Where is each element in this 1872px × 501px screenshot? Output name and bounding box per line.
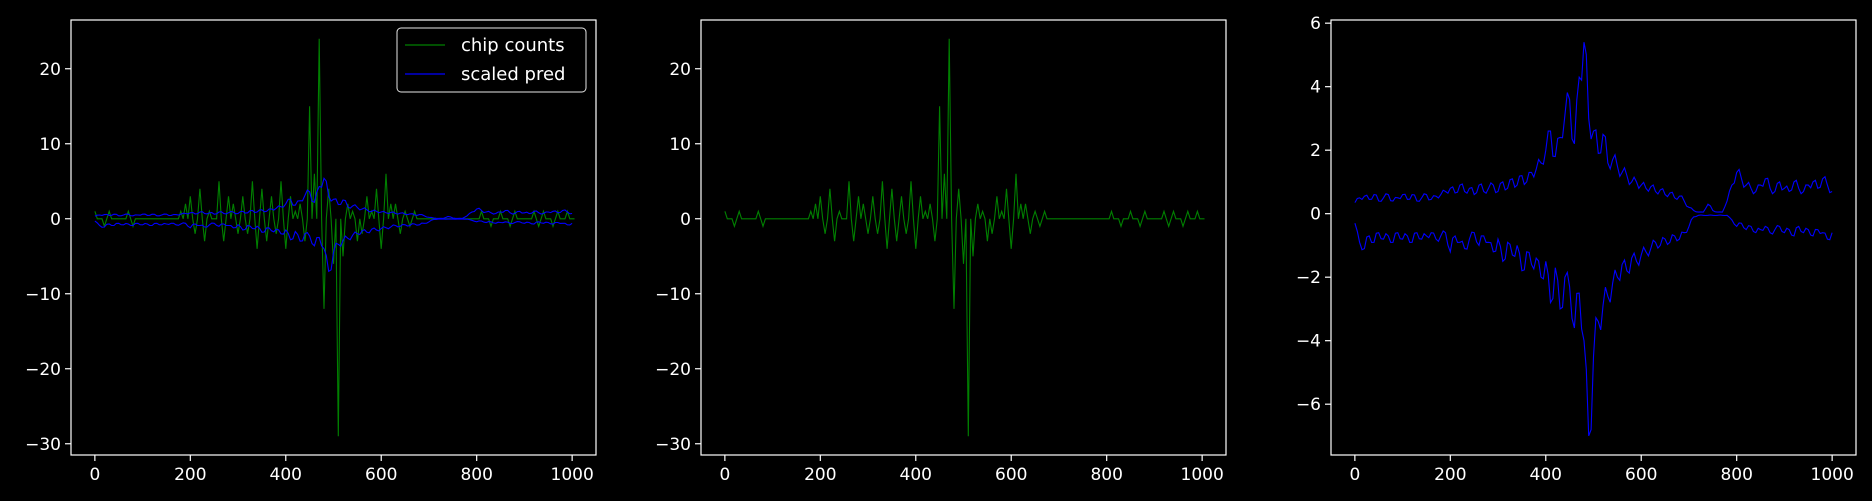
x-tick-label: 0 [1349,465,1360,485]
y-tick-label: −2 [1296,268,1321,288]
x-tick-label: 400 [900,465,932,485]
series-line-scaled-pred-lower [94,218,573,273]
legend-label-chip-counts: chip counts [461,35,565,56]
x-tick-label: 600 [1625,465,1657,485]
legend: chip counts scaled pred [396,27,587,93]
x-axis-ticks: 0 200 400 600 800 1000 [719,455,1224,485]
y-tick-label: 6 [1310,14,1321,34]
x-tick-label: 600 [995,465,1027,485]
y-tick-label: 0 [680,210,691,230]
chart-panel-3: 0 200 400 600 800 1000 −6 −4 −2 0 2 4 6 [1296,14,1857,485]
y-tick-label: 0 [1310,205,1321,225]
series-line-series-1-lower [1354,214,1833,437]
legend-label-scaled-pred: scaled pred [461,64,565,85]
plot-frame [700,19,1227,456]
y-tick-label: −4 [1296,332,1321,352]
x-tick-label: 1000 [551,465,594,485]
y-axis-ticks: −30 −20 −10 0 10 20 [655,60,701,455]
x-tick-label: 400 [1530,465,1562,485]
plot-frame [1330,19,1857,456]
series-line-series-1-upper [1354,42,1833,213]
series-line-chip-counts [94,38,575,437]
x-tick-label: 600 [365,465,397,485]
x-tick-label: 0 [719,465,730,485]
y-tick-label: 0 [50,210,61,230]
x-tick-label: 200 [1434,465,1466,485]
y-tick-label: −6 [1296,395,1321,415]
y-tick-label: −30 [25,435,61,455]
x-tick-label: 800 [1720,465,1752,485]
x-axis-ticks: 0 200 400 600 800 1000 [89,455,594,485]
x-axis-ticks: 0 200 400 600 800 1000 [1349,455,1854,485]
chart-panel-1: 0 200 400 600 800 1000 −30 −20 −10 0 10 20 chip co… [25,19,597,485]
series-layer [1354,42,1833,437]
series-layer [94,38,575,437]
x-tick-label: 800 [1090,465,1122,485]
y-axis-ticks: −30 −20 −10 0 10 20 [25,60,71,455]
x-tick-label: 400 [270,465,302,485]
y-axis-ticks: −6 −4 −2 0 2 4 6 [1296,14,1331,415]
x-tick-label: 200 [804,465,836,485]
series-line-scaled-pred-upper [94,177,573,219]
chart-panel-2: 0 200 400 600 800 1000 −30 −20 −10 0 10 20 [655,19,1227,485]
y-tick-label: 4 [1310,78,1321,98]
series-line-series-1 [724,38,1205,437]
y-tick-label: −10 [655,285,691,305]
x-tick-label: 1000 [1181,465,1224,485]
y-tick-label: −20 [25,360,61,380]
y-tick-label: −20 [655,360,691,380]
legend-box [396,27,587,93]
x-tick-label: 1000 [1811,465,1854,485]
y-tick-label: −10 [25,285,61,305]
y-tick-label: 20 [39,60,61,80]
plot-frame [70,19,597,456]
x-tick-label: 800 [460,465,492,485]
y-tick-label: 2 [1310,141,1321,161]
y-tick-label: 10 [39,135,61,155]
x-tick-label: 0 [89,465,100,485]
y-tick-label: −30 [655,435,691,455]
series-layer [724,38,1205,437]
x-tick-label: 200 [174,465,206,485]
y-tick-label: 20 [669,60,691,80]
y-tick-label: 10 [669,135,691,155]
